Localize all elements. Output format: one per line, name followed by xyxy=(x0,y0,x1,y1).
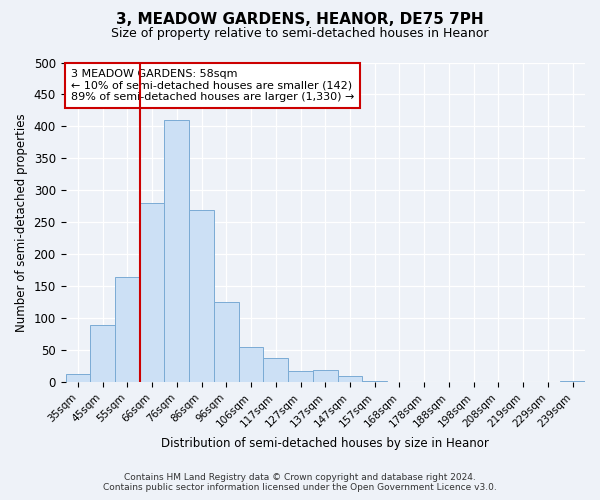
Text: 3 MEADOW GARDENS: 58sqm
← 10% of semi-detached houses are smaller (142)
89% of s: 3 MEADOW GARDENS: 58sqm ← 10% of semi-de… xyxy=(71,69,354,102)
Bar xyxy=(65,374,90,382)
Bar xyxy=(214,302,239,382)
Bar xyxy=(164,120,189,382)
Text: Size of property relative to semi-detached houses in Heanor: Size of property relative to semi-detach… xyxy=(111,28,489,40)
Bar xyxy=(189,210,214,382)
Y-axis label: Number of semi-detached properties: Number of semi-detached properties xyxy=(15,113,28,332)
Bar xyxy=(288,371,313,382)
Bar xyxy=(90,324,115,382)
Text: 3, MEADOW GARDENS, HEANOR, DE75 7PH: 3, MEADOW GARDENS, HEANOR, DE75 7PH xyxy=(116,12,484,28)
Text: Contains HM Land Registry data © Crown copyright and database right 2024.
Contai: Contains HM Land Registry data © Crown c… xyxy=(103,473,497,492)
X-axis label: Distribution of semi-detached houses by size in Heanor: Distribution of semi-detached houses by … xyxy=(161,437,489,450)
Bar xyxy=(140,203,164,382)
Bar xyxy=(313,370,338,382)
Bar xyxy=(338,376,362,382)
Bar xyxy=(239,347,263,382)
Bar xyxy=(263,358,288,382)
Bar xyxy=(115,276,140,382)
